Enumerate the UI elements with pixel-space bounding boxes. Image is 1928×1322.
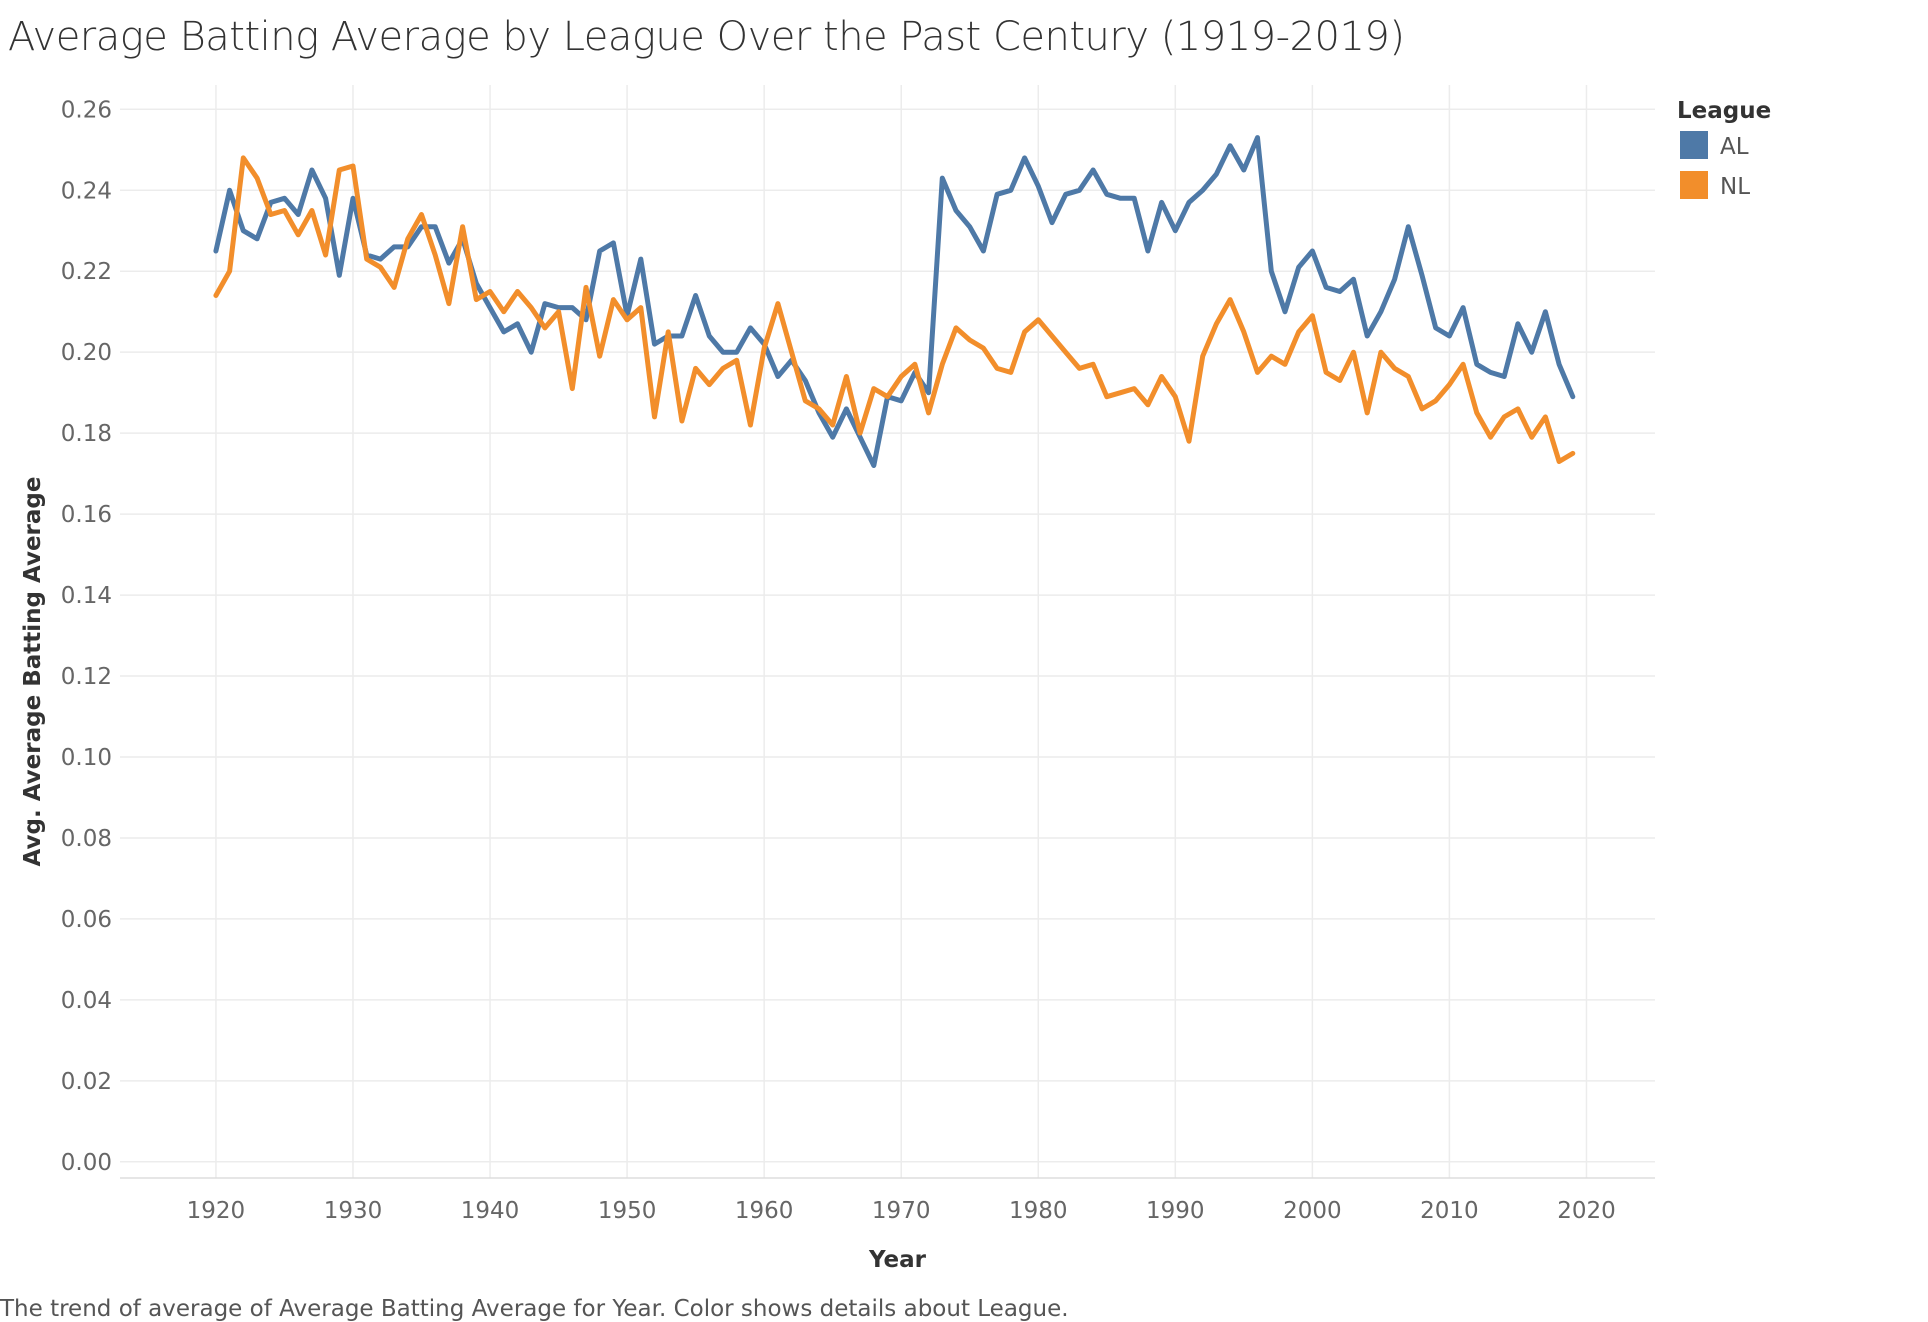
series-line-al[interactable] [213, 135, 1576, 468]
x-tick-label: 1940 [461, 1198, 520, 1224]
x-tick-label: 1980 [1009, 1198, 1068, 1224]
y-tick-label: 0.06 [61, 907, 112, 933]
y-axis: 0.00 0.02 0.04 0.06 0.08 0.10 0.12 0.14 0.16 0.18… [61, 97, 112, 1176]
y-tick-label: 0.00 [61, 1150, 112, 1176]
x-axis-title: Year [868, 1247, 927, 1273]
y-tick-label: 0.02 [61, 1069, 112, 1095]
y-tick-label: 0.20 [61, 340, 112, 366]
x-tick-label: 1960 [735, 1198, 794, 1224]
legend-swatch-al [1680, 131, 1708, 159]
y-tick-label: 0.22 [61, 259, 112, 285]
x-tick-label: 2000 [1283, 1198, 1342, 1224]
legend-label-al: AL [1720, 134, 1749, 160]
y-tick-label: 0.24 [61, 178, 112, 204]
grid-lines [120, 85, 1655, 1179]
y-tick-label: 0.12 [61, 664, 112, 690]
chart-title: Average Batting Average by League Over t… [8, 14, 1405, 60]
legend[interactable]: League AL NL [1677, 98, 1771, 200]
series-line-nl[interactable] [213, 155, 1576, 464]
y-tick-label: 0.18 [61, 421, 112, 447]
y-tick-label: 0.26 [61, 97, 112, 123]
y-tick-label: 0.04 [61, 988, 112, 1014]
x-tick-label: 1990 [1146, 1198, 1205, 1224]
x-tick-label: 2010 [1420, 1198, 1479, 1224]
x-tick-label: 1950 [598, 1198, 657, 1224]
x-tick-label: 2020 [1557, 1198, 1616, 1224]
x-tick-label: 1920 [187, 1198, 246, 1224]
y-tick-label: 0.08 [61, 826, 112, 852]
series-lines [213, 135, 1576, 468]
y-tick-label: 0.16 [61, 502, 112, 528]
y-axis-title: Avg. Average Batting Average [20, 477, 46, 867]
legend-swatch-nl [1680, 171, 1708, 199]
x-axis: 1920 1930 1940 1950 1960 1970 1980 1990 2000 2010… [187, 1198, 1616, 1224]
chart-caption: The trend of average of Average Batting … [0, 1296, 1069, 1322]
y-tick-label: 0.14 [61, 583, 112, 609]
legend-label-nl: NL [1720, 174, 1750, 200]
y-tick-label: 0.10 [61, 745, 112, 771]
legend-title: League [1677, 98, 1771, 124]
x-tick-label: 1930 [324, 1198, 383, 1224]
x-tick-label: 1970 [872, 1198, 931, 1224]
